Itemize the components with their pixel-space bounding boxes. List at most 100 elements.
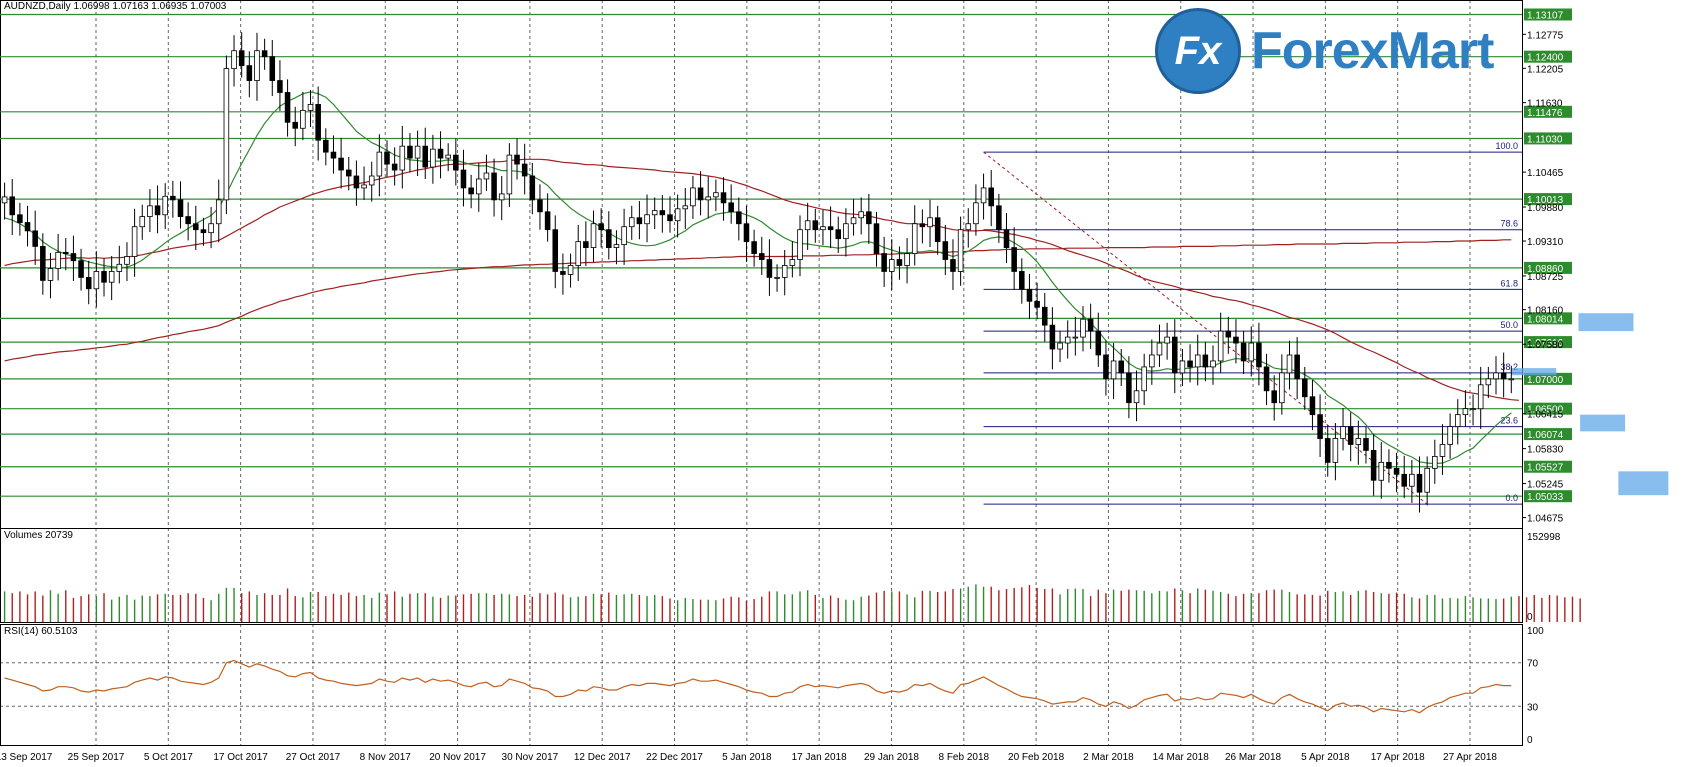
x-axis-label: 17 Apr 2018 — [1371, 752, 1425, 763]
price-pane-title: AUDNZD,Daily 1.06998 1.07163 1.06935 1.0… — [4, 1, 227, 12]
candle-body — [651, 210, 658, 216]
candle-body — [215, 199, 222, 225]
candle-body — [139, 216, 146, 228]
candle-body — [881, 253, 887, 272]
candle-body — [1019, 271, 1025, 290]
candle-body — [1493, 372, 1499, 380]
candle-body — [720, 192, 727, 204]
price-axis-label: 1.09310 — [1527, 237, 1564, 248]
candle-body — [1156, 342, 1163, 356]
candle-body — [261, 50, 268, 58]
support-price-tag — [1524, 8, 1572, 21]
candle-body — [1317, 414, 1323, 439]
candle-body — [973, 202, 979, 225]
candle-body — [491, 172, 497, 201]
candle-body — [1210, 360, 1216, 368]
candle-body — [697, 187, 704, 201]
candle-body — [445, 154, 451, 159]
candle-body — [1164, 336, 1170, 344]
candle-body — [323, 139, 329, 153]
x-axis-label: 22 Dec 2017 — [646, 752, 703, 763]
x-axis-label: 25 Sep 2017 — [68, 752, 125, 763]
candle-body — [231, 50, 237, 70]
candle-body — [789, 259, 796, 266]
x-axis-label: 27 Oct 2017 — [286, 752, 341, 763]
candle-body — [131, 226, 138, 257]
support-price-tag — [1524, 402, 1572, 415]
support-price-label: 1.13107 — [1527, 10, 1564, 21]
candle-body — [758, 253, 765, 260]
candle-body — [1057, 342, 1063, 350]
logo-wordmark: ForexMart — [1251, 22, 1494, 80]
candle-body — [353, 175, 360, 189]
candle-body — [368, 175, 375, 186]
support-price-label: 1.06500 — [1527, 405, 1564, 416]
candle-body — [1141, 366, 1147, 392]
candle-body — [208, 223, 214, 234]
candle-body — [1416, 473, 1423, 493]
candle-body — [315, 104, 321, 141]
candle-body — [399, 145, 406, 171]
rsi-axis-label: 70 — [1527, 659, 1539, 670]
price-axis-label: 1.05830 — [1527, 445, 1564, 456]
price-axis-label: 1.12205 — [1527, 64, 1564, 75]
candle-body — [1279, 372, 1285, 404]
x-axis-label: 29 Jan 2018 — [864, 752, 919, 763]
candle-body — [1049, 324, 1056, 350]
rsi-pane-frame — [0, 624, 1523, 746]
volumes-pane-frame — [0, 528, 1523, 623]
candle-body — [70, 253, 77, 262]
x-axis-label: 17 Jan 2018 — [792, 752, 847, 763]
candle-body — [483, 172, 490, 180]
fib-level-label: 100.0 — [1495, 141, 1518, 151]
price-axis-label: 1.06415 — [1527, 410, 1564, 421]
candle-body — [292, 121, 298, 129]
support-price-label: 1.06074 — [1527, 430, 1564, 441]
candle-body — [223, 68, 230, 201]
candle-body — [873, 223, 880, 254]
candle-body — [1508, 378, 1515, 381]
candle-body — [1286, 354, 1293, 374]
price-zone — [1580, 414, 1626, 432]
candle-body — [1011, 247, 1017, 272]
x-axis-label: 26 Mar 2018 — [1225, 752, 1282, 763]
candle-body — [1072, 336, 1079, 339]
support-price-label: 1.08014 — [1527, 314, 1564, 325]
candle-body — [766, 259, 773, 278]
candle-body — [284, 92, 291, 123]
candle-body — [40, 245, 46, 281]
rsi-axis-label: 0 — [1527, 735, 1533, 746]
candle-body — [537, 199, 543, 213]
ma-mid-line — [4, 158, 1519, 401]
candle-body — [238, 50, 245, 67]
candle-body — [919, 223, 926, 228]
candle-body — [1171, 336, 1178, 374]
candle-body — [330, 151, 337, 159]
candle-body — [514, 154, 520, 165]
candle-body — [506, 154, 513, 195]
candle-body — [911, 223, 918, 254]
candle-body — [391, 163, 398, 171]
rsi-line — [4, 659, 1512, 714]
candle-body — [269, 56, 276, 81]
price-axis-label: 1.12775 — [1527, 30, 1564, 41]
candle-body — [422, 145, 429, 168]
candle-body — [606, 229, 612, 248]
candle-body — [529, 175, 536, 201]
candle-body — [93, 271, 100, 290]
candle-body — [644, 214, 650, 225]
x-axis-label: 30 Nov 2017 — [502, 752, 559, 763]
fib-level-label: 23.6 — [1500, 416, 1518, 426]
candle-body — [575, 241, 581, 266]
candle-body — [980, 187, 987, 204]
candle-body — [32, 230, 38, 247]
candle-body — [1225, 330, 1232, 338]
candle-body — [621, 226, 627, 246]
candle-body — [1324, 438, 1331, 463]
x-axis-label: 20 Nov 2017 — [429, 752, 486, 763]
candle-body — [858, 211, 864, 219]
candle-body — [1340, 426, 1346, 439]
candle-body — [827, 226, 834, 231]
